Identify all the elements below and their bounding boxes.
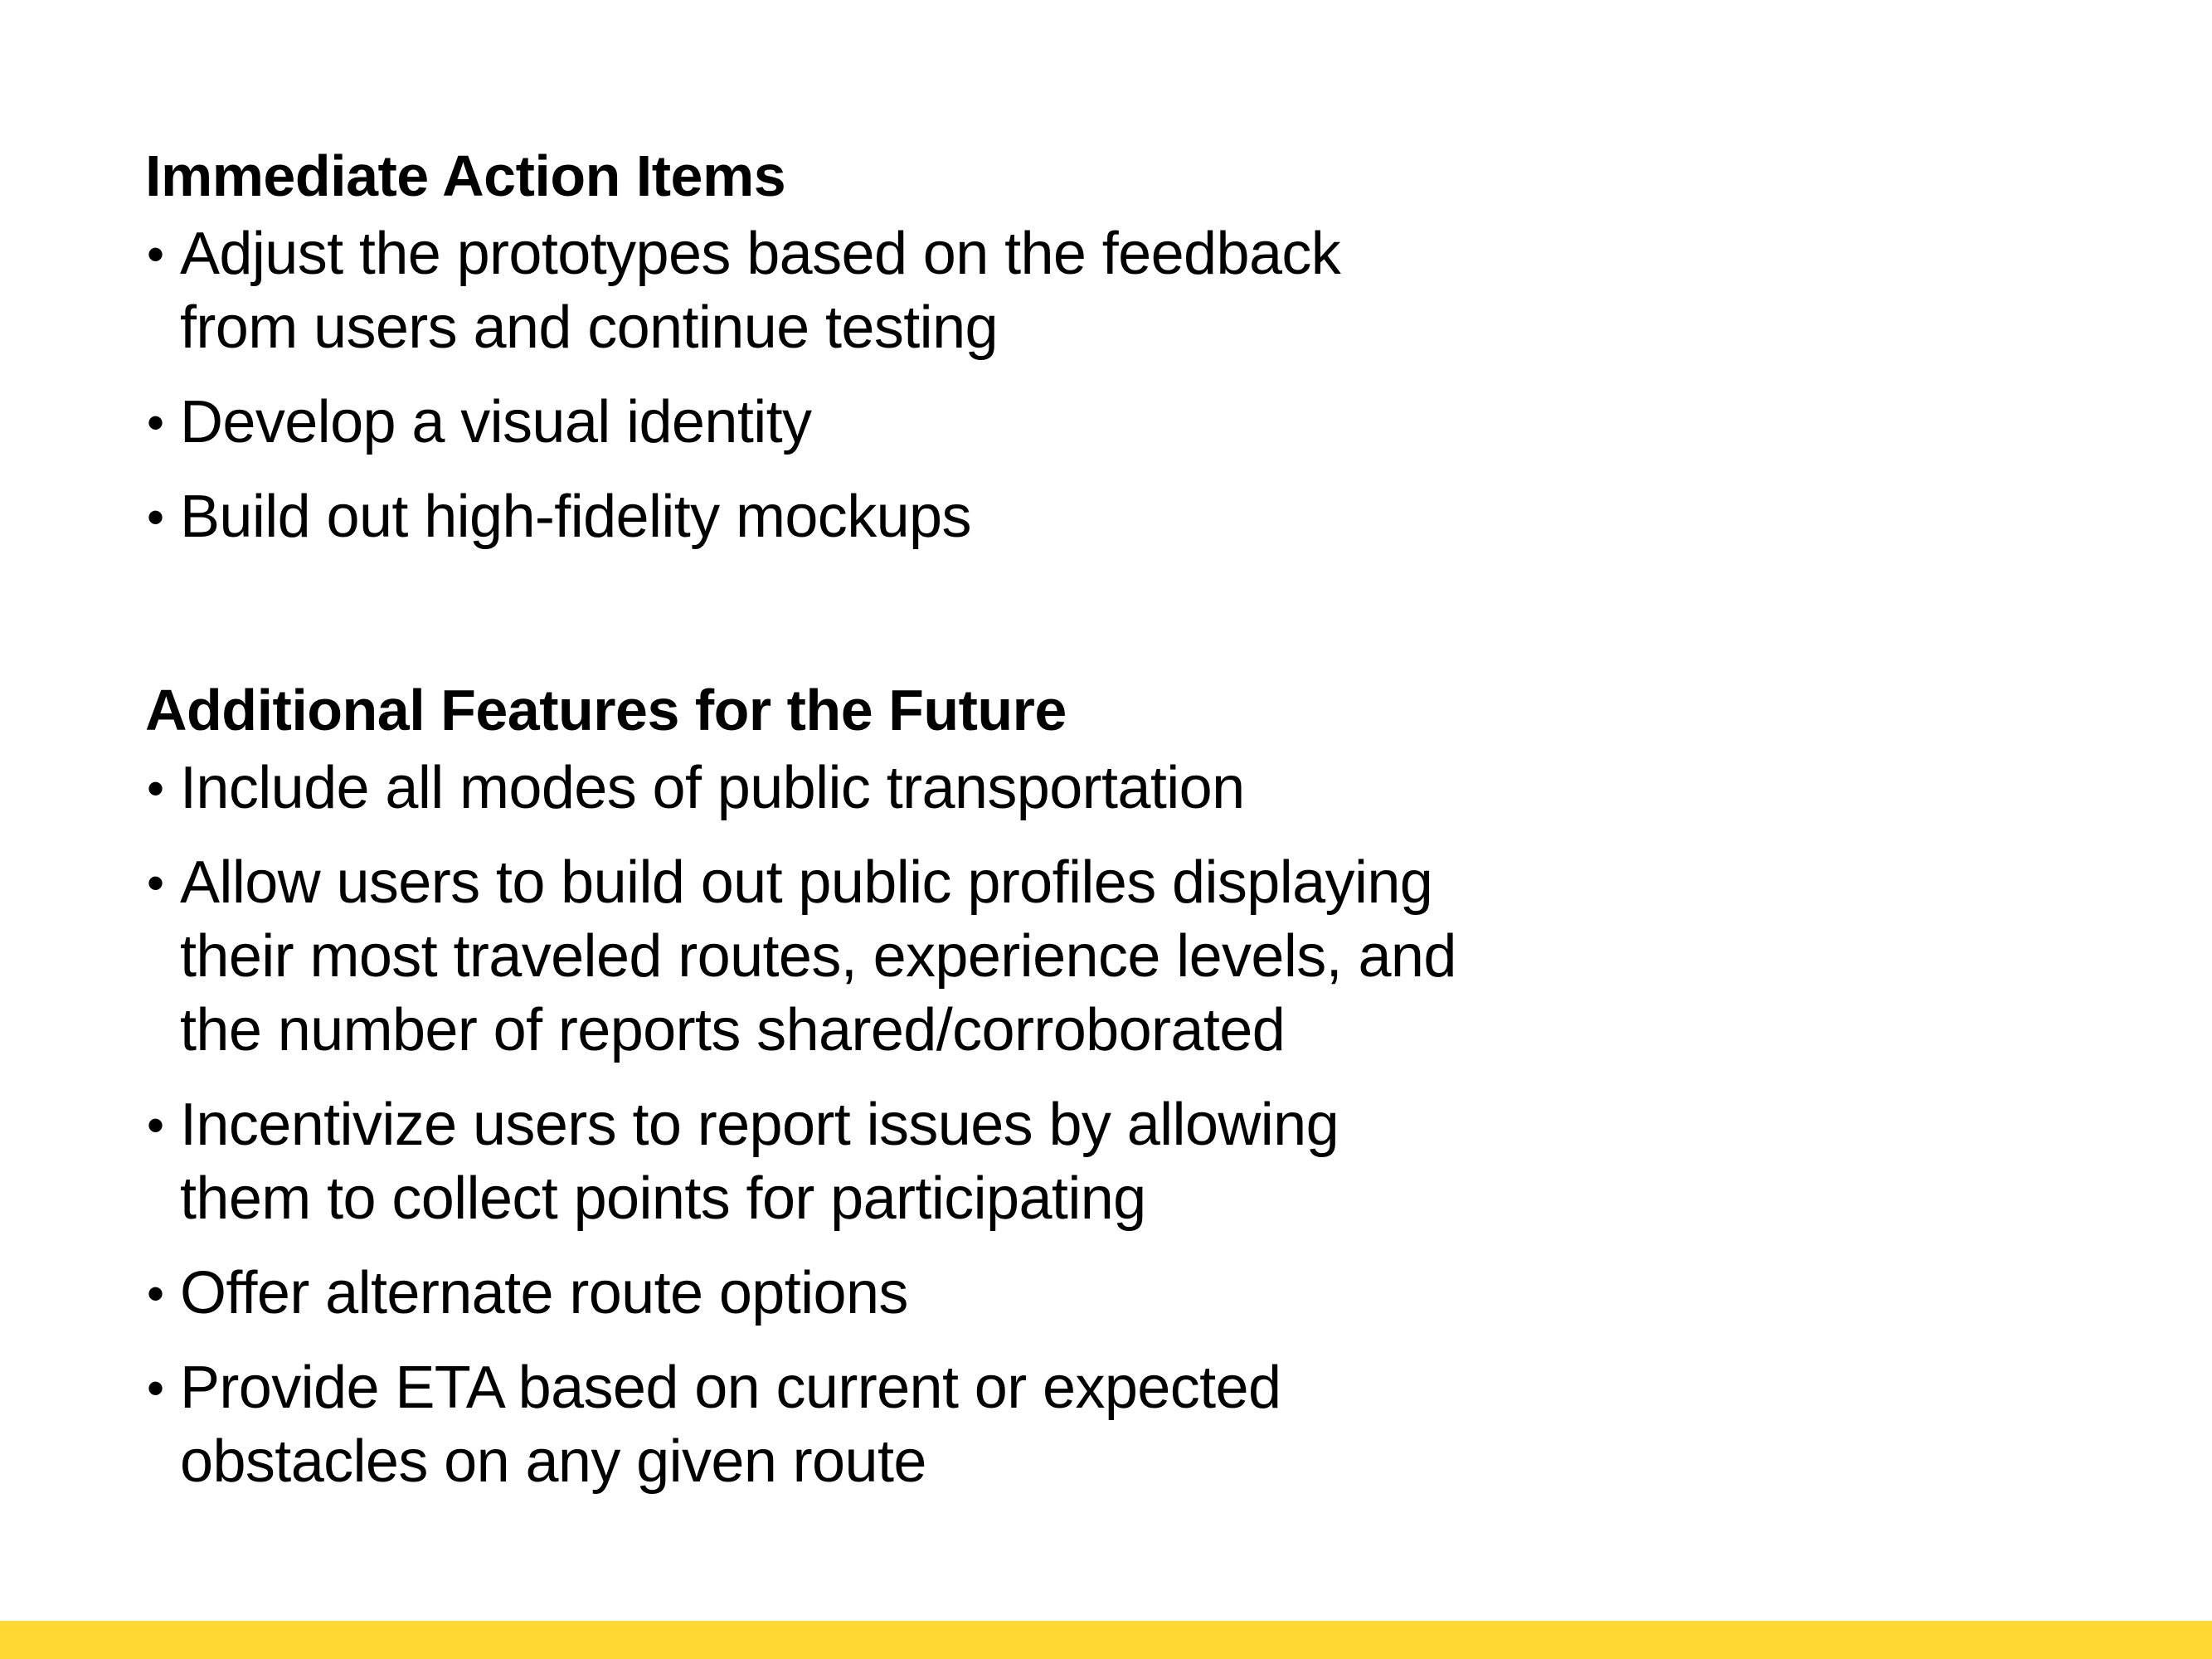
list-item: • Offer alternate route options [145, 1257, 1605, 1331]
list-item-text: Adjust the prototypes based on the feedb… [180, 221, 1341, 361]
list-item: • Develop a visual identity [145, 386, 1605, 460]
list-item-text: Provide ETA based on current or expected… [180, 1355, 1281, 1495]
list-item: • Build out high-fidelity mockups [145, 480, 1605, 554]
bullet-icon: • [147, 1097, 164, 1153]
bullet-icon: • [147, 395, 164, 450]
bullet-icon: • [147, 1266, 164, 1321]
list-item: • Incentivize users to report issues by … [145, 1088, 1605, 1236]
section-title-additional-features: Additional Features for the Future [145, 678, 1067, 742]
section-spacer [145, 575, 1605, 671]
additional-features-list: • Include all modes of public transporta… [145, 752, 1605, 1499]
list-item-text: Include all modes of public transportati… [180, 755, 1245, 821]
list-item: • Include all modes of public transporta… [145, 752, 1605, 825]
list-item-text: Develop a visual identity [180, 389, 812, 455]
list-item-text: Build out high-fidelity mockups [180, 484, 972, 550]
slide-content: Immediate Action Items • Adjust the prot… [145, 137, 1605, 1520]
bullet-icon: • [147, 1360, 164, 1416]
bullet-icon: • [147, 489, 164, 545]
list-item-text: Offer alternate route options [180, 1260, 908, 1326]
list-item: • Adjust the prototypes based on the fee… [145, 217, 1605, 365]
list-item: • Allow users to build out public profil… [145, 846, 1605, 1068]
list-item-text: Incentivize users to report issues by al… [180, 1092, 1339, 1232]
list-item-text: Allow users to build out public profiles… [180, 849, 1456, 1063]
immediate-action-items-list: • Adjust the prototypes based on the fee… [145, 217, 1605, 554]
bullet-icon: • [147, 761, 164, 816]
accent-bar [0, 1621, 2212, 1659]
list-item: • Provide ETA based on current or expect… [145, 1351, 1605, 1499]
bullet-icon: • [147, 226, 164, 282]
section-title-immediate-action-items: Immediate Action Items [145, 144, 786, 208]
bullet-icon: • [147, 855, 164, 911]
